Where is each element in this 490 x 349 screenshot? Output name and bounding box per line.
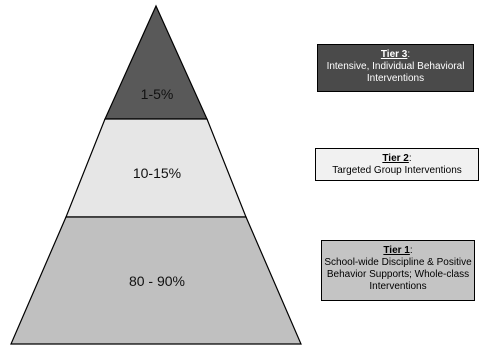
tier-2-percent: 10-15% (133, 165, 181, 181)
tier-1-description: School-wide Discipline & Positive Behavi… (324, 257, 472, 292)
tier-1-colon: : (409, 245, 413, 256)
tier-1-title: Tier 1 (383, 245, 410, 256)
tier-3-description: Intensive, Individual Behavioral Interve… (326, 61, 465, 84)
tier-2-description: Targeted Group Interventions (332, 165, 462, 176)
tier-3-colon: : (407, 49, 411, 60)
tier-2-colon: : (408, 153, 412, 164)
tier-3-percent: 1-5% (141, 86, 174, 102)
tier-3-title: Tier 3 (380, 49, 408, 60)
pyramid-tier-3-segment (104, 4, 208, 120)
pyramid-tier-1-segment (10, 216, 302, 345)
tier-1-percent: 80 - 90% (129, 273, 185, 289)
tier-3-label-box: Tier 3: Intensive, Individual Behavioral… (317, 44, 474, 92)
tier-2-title: Tier 2 (382, 153, 409, 164)
tier-2-label-box: Tier 2: Targeted Group Interventions (315, 148, 479, 181)
tier-1-label-box: Tier 1: School-wide Discipline & Positiv… (321, 240, 475, 301)
